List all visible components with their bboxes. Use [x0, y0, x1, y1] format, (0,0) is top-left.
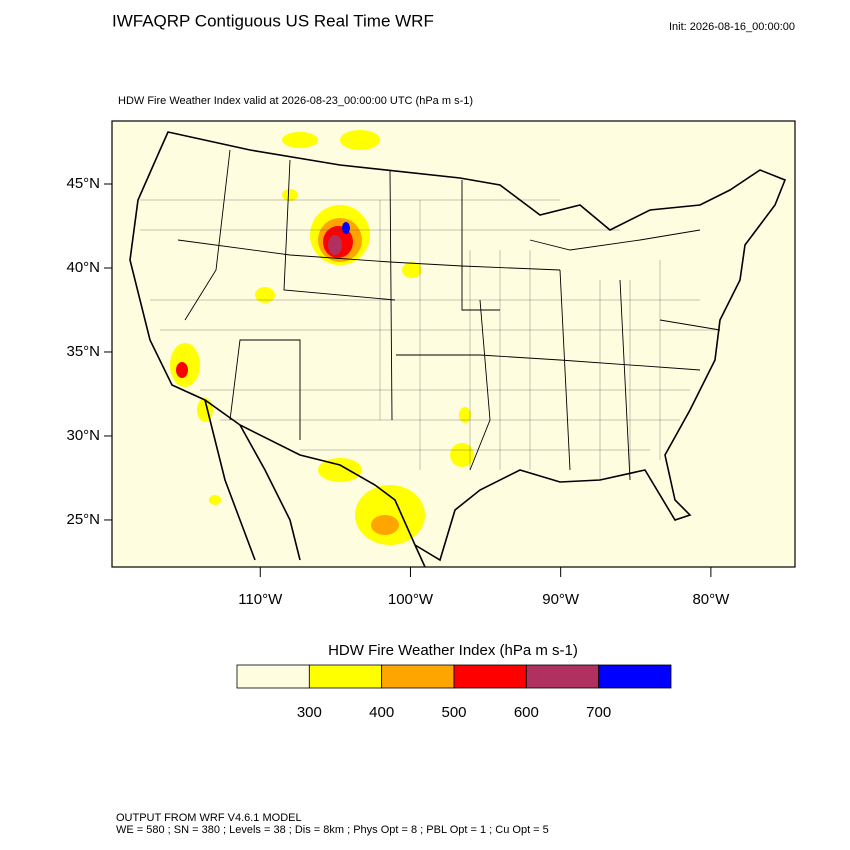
colorbar-box	[453, 664, 527, 689]
colorbar-label: 600	[514, 704, 539, 721]
colorbar-box	[308, 664, 383, 689]
map	[111, 120, 796, 568]
title: IWFAQRP Contiguous US Real Time WRF	[112, 11, 434, 30]
y-tick-label: 40°N	[66, 259, 100, 276]
footer-model: OUTPUT FROM WRF V4.6.1 MODEL	[116, 812, 302, 824]
y-tick-label: 45°N	[66, 175, 100, 192]
colorbar-label: 300	[297, 704, 322, 721]
map-frame	[111, 120, 796, 568]
y-tick-label: 30°N	[66, 427, 100, 444]
colorbar-box	[525, 664, 600, 689]
colorbar-label: 400	[369, 704, 394, 721]
mexico-coast	[204, 399, 426, 568]
colorbar-title: HDW Fire Weather Index (hPa m s-1)	[328, 642, 578, 659]
init-time: Init: 2026-08-16_00:00:00	[669, 21, 795, 33]
y-tick-label: 35°N	[66, 343, 100, 360]
colorbar-label: 700	[586, 704, 611, 721]
colorbar-box	[598, 664, 672, 689]
map-subtitle: HDW Fire Weather Index valid at 2026-08-…	[118, 95, 473, 107]
x-tick-label: 110°W	[238, 591, 283, 608]
map-background	[112, 121, 795, 567]
colorbar-label: 500	[441, 704, 466, 721]
colorbar-box	[236, 664, 310, 689]
x-tick-label: 80°W	[692, 591, 730, 608]
footer-settings: WE = 580 ; SN = 380 ; Levels = 38 ; Dis …	[116, 824, 549, 836]
colorbar-box	[381, 664, 455, 689]
county-lines	[140, 199, 720, 480]
state-lines	[177, 149, 721, 481]
x-tick-label: 100°W	[388, 591, 434, 608]
y-tick-label: 25°N	[66, 511, 100, 528]
x-tick-label: 90°W	[542, 591, 580, 608]
